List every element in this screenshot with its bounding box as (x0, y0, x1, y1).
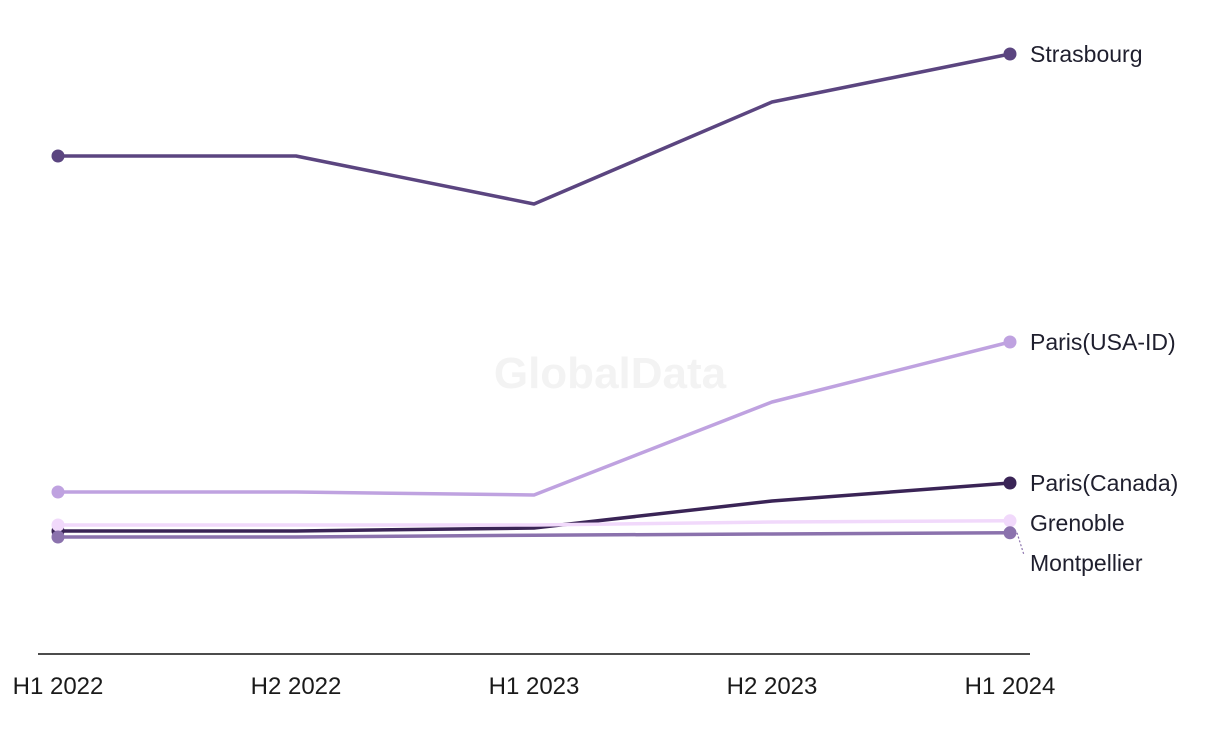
series-group (51, 47, 1017, 206)
series-group (51, 526, 1017, 544)
series-group (51, 335, 1017, 499)
series-point (51, 149, 65, 163)
series-point (1003, 335, 1017, 349)
series-line (58, 519, 1011, 527)
series-group (51, 476, 1017, 538)
series-point (1003, 514, 1017, 528)
series-line (58, 481, 1011, 533)
x-tick-label: H2 2023 (727, 673, 818, 700)
watermark-text: GlobalData (494, 349, 727, 398)
x-tick-label: H1 2024 (965, 673, 1056, 700)
series-layer (51, 47, 1017, 544)
x-tick-label: H1 2022 (13, 673, 104, 700)
series-point (1003, 526, 1017, 540)
series-point (1003, 47, 1017, 61)
x-tick-label: H2 2022 (251, 673, 342, 700)
series-end-label: Strasbourg (1030, 41, 1143, 67)
series-point (1003, 476, 1017, 490)
series-point (51, 485, 65, 499)
x-tick-label: H1 2023 (489, 673, 580, 700)
series-group (51, 514, 1017, 532)
series-end-label: Grenoble (1030, 510, 1125, 536)
series-point (51, 518, 65, 532)
series-point (51, 530, 65, 544)
x-axis-ticks: H1 2022 H2 2022 H1 2023 H2 2023 H1 2024 (13, 673, 1056, 700)
series-end-label: Paris(Canada) (1030, 470, 1178, 496)
series-line (58, 531, 1011, 539)
series-line (58, 340, 1011, 497)
series-end-label: Montpellier (1030, 550, 1143, 576)
label-leader-line (1016, 532, 1025, 556)
series-line (58, 52, 1011, 206)
series-end-label: Paris(USA-ID) (1030, 329, 1176, 355)
series-labels: Strasbourg Paris(USA-ID) Paris(Canada) Gren… (1016, 41, 1178, 576)
